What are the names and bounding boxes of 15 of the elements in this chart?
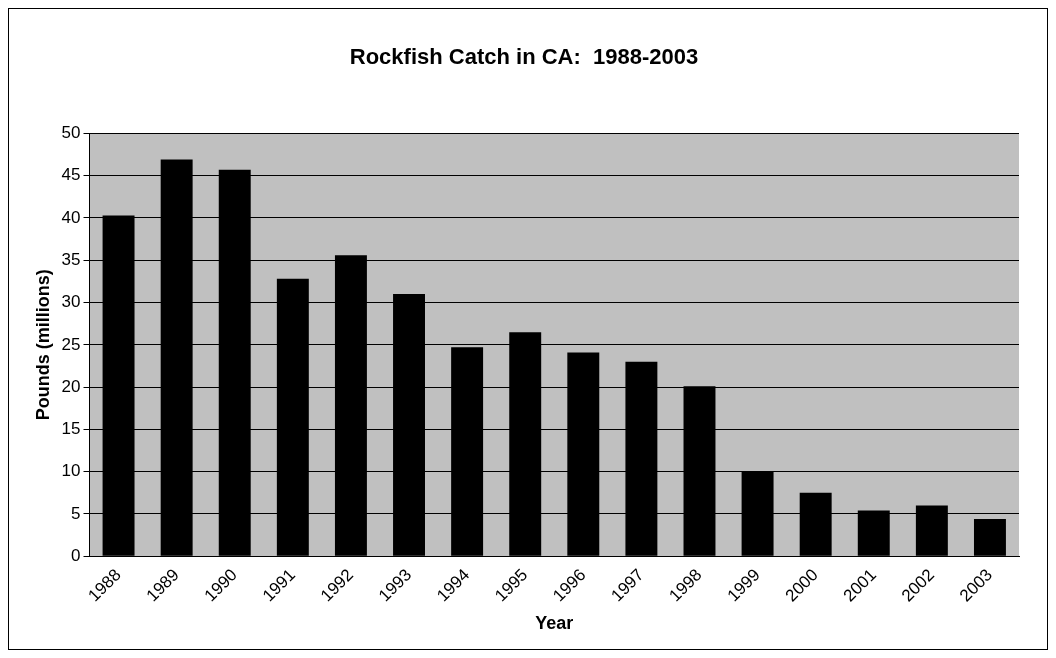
y-tick-label: 20: [61, 376, 81, 396]
y-tick-label: 45: [61, 165, 81, 185]
y-tick-label: 30: [61, 292, 81, 312]
y-tick-label: 40: [61, 207, 81, 227]
y-tick-label: 10: [61, 461, 81, 481]
y-tick-label: 50: [61, 123, 81, 143]
y-tick-label: 0: [71, 545, 81, 565]
chart-title: Rockfish Catch in CA: 1988-2003: [349, 44, 699, 70]
y-tick-label: 5: [71, 503, 81, 523]
y-axis-title: Pounds (millions): [32, 269, 53, 421]
bar: [973, 519, 1006, 556]
y-tick-label: 15: [61, 419, 81, 439]
y-tick-label: 25: [61, 334, 81, 354]
x-axis-title: Year: [535, 613, 574, 634]
y-tick-label: 35: [61, 249, 81, 269]
